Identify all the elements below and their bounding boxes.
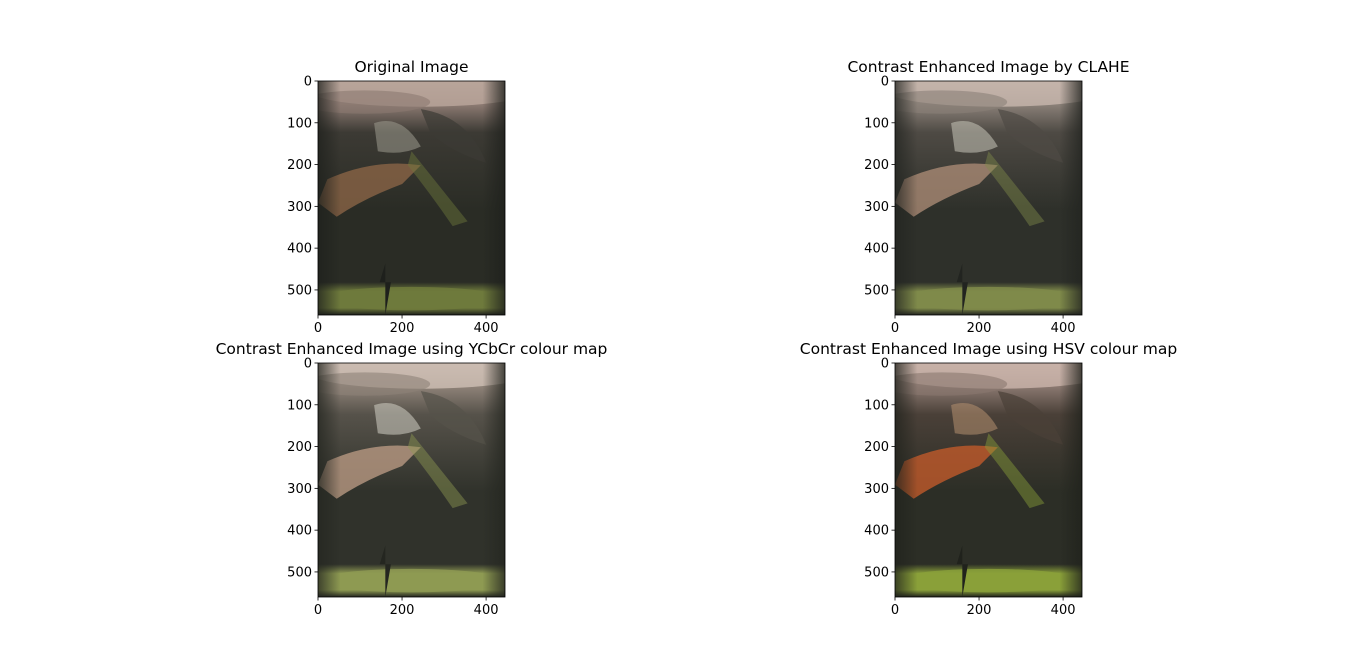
y-tick-label-500: 500 — [864, 565, 889, 580]
y-tick-label-500: 500 — [864, 283, 889, 298]
image-vignette — [318, 81, 505, 315]
y-tick-label-400: 400 — [287, 242, 312, 257]
image-vignette — [318, 363, 505, 597]
axes-frame — [894, 362, 1083, 598]
image-3 — [318, 363, 505, 597]
subplot-2: 0 100 200 300 400 500 0 200 400 Contrast Enhanced… — [847, 58, 1129, 336]
y-tick-label-0: 0 — [304, 357, 312, 372]
x-tick-label-400: 400 — [474, 603, 499, 618]
y-tick-label-100: 100 — [864, 398, 889, 413]
y-tick-label-100: 100 — [864, 116, 889, 131]
subplot-title: Contrast Enhanced Image by CLAHE — [847, 58, 1129, 76]
y-tick-label-200: 200 — [864, 440, 889, 455]
x-tick-label-0: 0 — [314, 321, 322, 336]
subplot-title: Contrast Enhanced Image using HSV colour… — [800, 340, 1177, 358]
subplot-1: 0 100 200 300 400 500 0 200 400 Original Image — [287, 58, 506, 336]
y-tick-label-500: 500 — [287, 565, 312, 580]
subplot-title: Original Image — [354, 58, 468, 76]
axes-frame — [317, 362, 506, 598]
subplot-title: Contrast Enhanced Image using YCbCr colo… — [216, 340, 608, 358]
y-tick-label-400: 400 — [864, 242, 889, 257]
image-1 — [318, 81, 505, 315]
axes-frame — [317, 80, 506, 316]
x-tick-label-400: 400 — [474, 321, 499, 336]
y-tick-label-200: 200 — [287, 158, 312, 173]
image-4 — [895, 363, 1082, 597]
y-tick-label-400: 400 — [287, 524, 312, 539]
y-tick-label-300: 300 — [287, 482, 312, 497]
y-tick-label-200: 200 — [287, 440, 312, 455]
y-tick-label-0: 0 — [881, 75, 889, 90]
subplot-3: 0 100 200 300 400 500 0 200 400 Contrast Enhanced… — [216, 340, 608, 618]
y-tick-label-400: 400 — [864, 524, 889, 539]
image-2 — [895, 81, 1082, 315]
y-tick-label-200: 200 — [864, 158, 889, 173]
y-tick-label-100: 100 — [287, 116, 312, 131]
x-tick-label-0: 0 — [891, 321, 899, 336]
y-tick-label-300: 300 — [864, 482, 889, 497]
y-tick-label-300: 300 — [287, 200, 312, 215]
image-vignette — [895, 363, 1082, 597]
y-tick-label-300: 300 — [864, 200, 889, 215]
y-tick-label-500: 500 — [287, 283, 312, 298]
y-tick-label-0: 0 — [881, 357, 889, 372]
subplot-4: 0 100 200 300 400 500 0 200 400 Contrast Enhanced… — [800, 340, 1177, 618]
x-tick-label-0: 0 — [314, 603, 322, 618]
x-tick-label-400: 400 — [1051, 321, 1076, 336]
x-tick-label-0: 0 — [891, 603, 899, 618]
x-tick-label-200: 200 — [390, 603, 415, 618]
x-tick-label-200: 200 — [967, 321, 992, 336]
y-tick-label-0: 0 — [304, 75, 312, 90]
image-vignette — [895, 81, 1082, 315]
axes-frame — [894, 80, 1083, 316]
x-tick-label-200: 200 — [390, 321, 415, 336]
x-tick-label-200: 200 — [967, 603, 992, 618]
x-tick-label-400: 400 — [1051, 603, 1076, 618]
y-tick-label-100: 100 — [287, 398, 312, 413]
